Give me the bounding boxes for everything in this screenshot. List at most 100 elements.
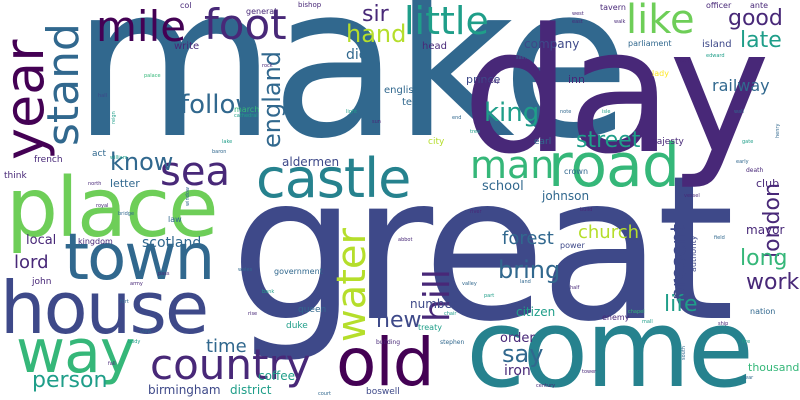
word-company: company (524, 37, 580, 51)
word-king: king (484, 98, 540, 128)
word-north: north (88, 181, 102, 187)
word-tavern: tavern (600, 3, 626, 12)
word-power: power (560, 241, 585, 250)
word-thousand: thousand (748, 361, 800, 374)
word-reign: reign (111, 111, 117, 124)
word-fort: fort (120, 299, 129, 305)
word-cathedral: cathedral (234, 113, 258, 119)
word-mile: mile (96, 2, 187, 51)
word-district: district (230, 383, 272, 397)
word-great: great (230, 133, 735, 366)
word-royal: royal (96, 203, 109, 209)
word-law: law (168, 215, 182, 224)
word-mall: mall (642, 319, 653, 325)
word-sea: sea (160, 149, 230, 195)
word-inn: inn (568, 73, 585, 86)
word-french: french (34, 155, 63, 165)
word-sun: sun (372, 119, 381, 125)
word-stephen: stephen (440, 339, 465, 346)
word-old: old (336, 324, 435, 400)
word-room: room (678, 59, 691, 65)
word-pass: pass (158, 271, 170, 277)
word-good: good (728, 6, 783, 31)
word-view: view (140, 329, 152, 335)
word-little: little (404, 0, 489, 43)
word-birmingham: birmingham (148, 383, 221, 397)
word-war: war (744, 375, 754, 381)
word-make: make (72, 0, 631, 185)
word-forest: forest (502, 228, 554, 249)
word-early: early (736, 159, 749, 165)
word-fall: fall (108, 361, 116, 367)
word-way: way (16, 317, 135, 387)
word-rock: rock (262, 63, 273, 69)
word-baron: baron (212, 149, 227, 155)
word-local: local (26, 233, 57, 248)
word-earl: earl (534, 137, 552, 147)
word-long: long (740, 246, 788, 271)
word-build: build (580, 207, 593, 213)
word-letter: letter (110, 177, 140, 190)
word-aldermen: aldermen (282, 155, 340, 169)
word-mayor: mayor (746, 223, 785, 237)
word-rise: rise (248, 311, 258, 317)
word-half: half (570, 285, 580, 291)
word-die: die (346, 47, 368, 63)
word-end: end (452, 115, 462, 121)
word-water: water (329, 228, 375, 342)
word-present: present (666, 223, 690, 300)
word-duke: duke (286, 321, 308, 331)
word-coffee: coffee (258, 369, 295, 383)
word-treaty: treaty (418, 323, 442, 332)
word-order: order (500, 331, 535, 346)
word-body: body (128, 339, 141, 345)
word-lady: lady (652, 69, 669, 78)
word-say: say (502, 340, 544, 368)
word-day: day (462, 0, 770, 192)
word-city: city (428, 137, 445, 147)
word-vessel: vessel (684, 193, 700, 199)
word-tower: tower (582, 369, 597, 375)
word-castle: castle (256, 147, 411, 210)
word-late: late (740, 28, 782, 53)
word-follow: follow (180, 90, 257, 120)
word-foot: foot (204, 0, 287, 49)
word-court: court (318, 391, 331, 397)
word-army: army (130, 281, 143, 287)
word-fire: fire (742, 339, 751, 345)
word-march: march (234, 105, 260, 114)
word-abbey: abbey (484, 79, 500, 85)
word-window: window (185, 187, 191, 206)
word-majesty: majesty (648, 137, 684, 147)
word-crown: crown (564, 167, 589, 176)
word-land: land (520, 279, 531, 285)
word-act: act (92, 149, 106, 159)
word-boswell: boswell (366, 387, 400, 397)
word-wales: wales (238, 267, 253, 273)
word-johnson: johnson (542, 189, 590, 203)
word-write: write (174, 41, 200, 52)
word-school: school (482, 179, 524, 194)
word-sir: sir (362, 2, 389, 27)
word-like: like (626, 0, 695, 43)
word-english: english (384, 85, 420, 96)
word-citizen: citizen (516, 305, 556, 319)
word-come: come (466, 287, 754, 400)
word-stand: stand (38, 23, 89, 146)
word-church: church (578, 222, 640, 243)
word-road: road (548, 131, 680, 201)
word-parliament: parliament (628, 39, 672, 48)
word-palace: palace (144, 73, 161, 79)
word-officer: officer (706, 1, 732, 10)
word-house: house (0, 266, 209, 350)
word-new: new (376, 308, 422, 333)
word-kingdom: kingdom (78, 237, 113, 246)
word-west: west (572, 11, 584, 17)
word-bank: bank (262, 289, 275, 295)
word-col: col (180, 1, 192, 10)
word-scotland: scotland (142, 235, 202, 251)
word-know: know (110, 148, 174, 176)
word-gate: gate (742, 139, 754, 145)
word-valley: valley (462, 281, 477, 287)
